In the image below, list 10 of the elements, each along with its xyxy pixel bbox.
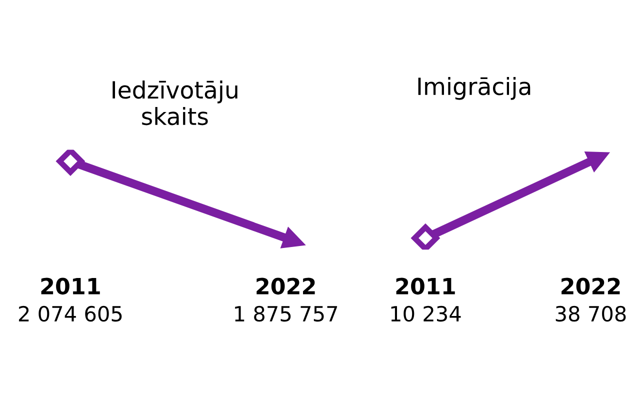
data-label: 1 875 757 bbox=[235, 306, 338, 322]
x-tick-label: 2011 bbox=[41, 278, 100, 295]
data-label: 10 234 bbox=[391, 306, 461, 322]
chart-title: Iedzīvotāju skaits bbox=[112, 80, 238, 126]
x-tick-label: 2022 bbox=[562, 278, 620, 295]
data-label: 2 074 605 bbox=[18, 306, 122, 322]
data-label: 38 708 bbox=[556, 306, 626, 322]
x-tick-label: 2011 bbox=[396, 278, 455, 295]
chart-title: Imigrācija bbox=[418, 76, 530, 100]
x-tick-label: 2022 bbox=[256, 278, 315, 295]
